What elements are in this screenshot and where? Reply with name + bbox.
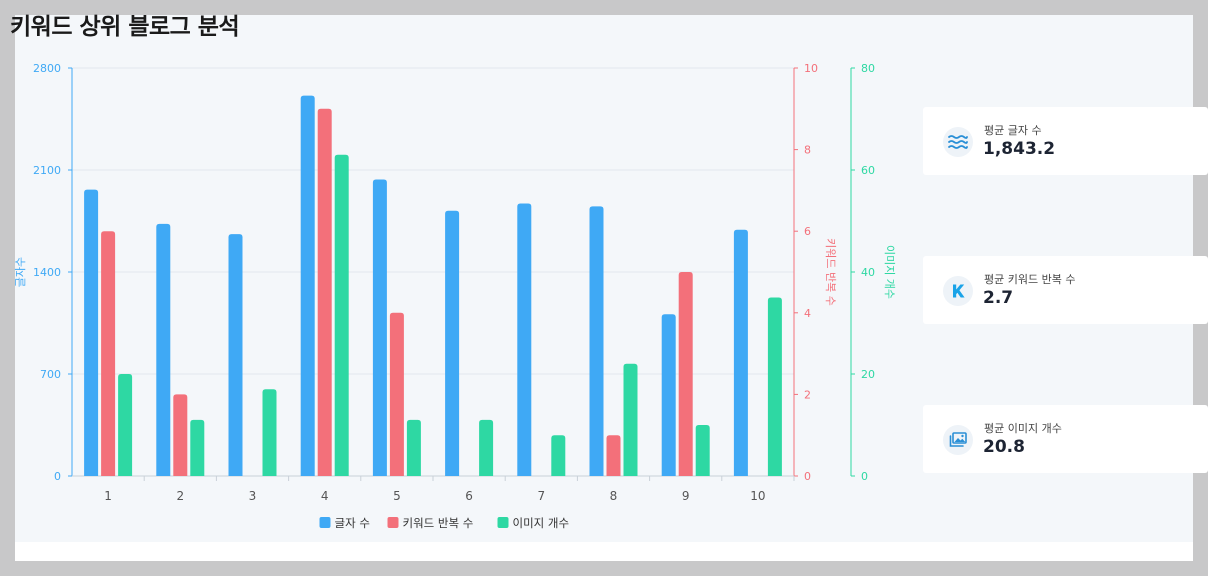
x-axis-tick-label: 8 bbox=[610, 489, 618, 503]
x-axis-tick-label: 1 bbox=[104, 489, 112, 503]
x-axis-tick-label: 9 bbox=[682, 489, 690, 503]
x-axis-tick-label: 6 bbox=[465, 489, 473, 503]
stat-card-avg-keyword: 평균 키워드 반복 수 2.7 bbox=[923, 256, 1208, 324]
bar-1-1 bbox=[84, 189, 99, 476]
y-axis-right1-tick-label: 10 bbox=[804, 62, 818, 75]
bar-3-1 bbox=[118, 374, 133, 476]
bar-2-1 bbox=[101, 231, 116, 476]
legend-swatch bbox=[497, 517, 509, 528]
bar-3-9 bbox=[695, 425, 710, 476]
bar-3-4 bbox=[334, 154, 349, 476]
legend-label: 이미지 개수 bbox=[513, 516, 570, 530]
y-axis-left-tick-label: 1400 bbox=[33, 266, 61, 279]
bar-1-2 bbox=[156, 223, 171, 476]
bar-1-8 bbox=[589, 206, 604, 476]
y-axis-left-tick-label: 0 bbox=[54, 470, 61, 483]
legend-label: 글자 수 bbox=[335, 516, 370, 530]
bar-2-4 bbox=[317, 108, 332, 477]
stat-value: 2.7 bbox=[983, 288, 1014, 308]
y-axis-right2-tick-label: 40 bbox=[861, 266, 875, 279]
y-axis-right1-tick-label: 2 bbox=[804, 388, 811, 401]
bar-1-6 bbox=[445, 210, 460, 477]
bar-3-5 bbox=[406, 419, 421, 476]
y-axis-left-tick-label: 2100 bbox=[33, 164, 61, 177]
bar-3-3 bbox=[262, 389, 277, 476]
y-axis-right2-tick-label: 80 bbox=[861, 62, 875, 75]
x-axis-tick-label: 5 bbox=[393, 489, 401, 503]
bar-2-2 bbox=[173, 394, 188, 476]
legend-swatch bbox=[319, 517, 331, 528]
stat-value: 1,843.2 bbox=[983, 139, 1056, 159]
y-axis-right2-tick-label: 20 bbox=[861, 368, 875, 381]
y-axis-right2-title: 이미지 개수 bbox=[883, 245, 896, 299]
y-axis-right1-tick-label: 4 bbox=[804, 307, 811, 320]
stat-card-avg-chars: 평균 글자 수 1,843.2 bbox=[923, 107, 1208, 175]
y-axis-right1-tick-label: 8 bbox=[804, 144, 811, 157]
y-axis-right2-tick-label: 0 bbox=[861, 470, 868, 483]
stat-label: 평균 키워드 반복 수 bbox=[984, 273, 1076, 286]
waves-icon bbox=[943, 127, 973, 157]
bar-2-5 bbox=[389, 312, 404, 476]
stat-card-avg-images: 평균 이미지 개수 20.8 bbox=[923, 405, 1208, 473]
stat-label: 평균 글자 수 bbox=[984, 124, 1042, 137]
bar-3-8 bbox=[623, 363, 638, 476]
y-axis-right1-tick-label: 6 bbox=[804, 225, 811, 238]
k-letter-icon bbox=[943, 276, 973, 306]
y-axis-left-tick-label: 700 bbox=[40, 368, 61, 381]
bar-1-3 bbox=[228, 234, 243, 476]
bar-1-4 bbox=[300, 95, 315, 476]
stat-value: 20.8 bbox=[983, 437, 1025, 457]
bar-1-5 bbox=[372, 179, 387, 476]
y-axis-left-tick-label: 2800 bbox=[33, 62, 61, 75]
bar-3-10 bbox=[767, 297, 782, 476]
y-axis-left-title: 글자수 bbox=[14, 257, 27, 287]
x-axis-tick-label: 10 bbox=[750, 489, 765, 503]
bar-2-9 bbox=[678, 272, 693, 476]
bar-3-6 bbox=[479, 419, 494, 476]
bar-3-2 bbox=[190, 419, 205, 476]
bar-1-9 bbox=[661, 314, 676, 476]
image-gallery-icon bbox=[943, 425, 973, 455]
y-axis-right2-tick-label: 60 bbox=[861, 164, 875, 177]
legend-swatch bbox=[387, 517, 399, 528]
page-title: 키워드 상위 블로그 분석 bbox=[10, 14, 240, 40]
y-axis-right1-title: 키워드 반복 수 bbox=[824, 238, 837, 306]
bar-1-10 bbox=[733, 229, 748, 476]
x-axis-tick-label: 3 bbox=[249, 489, 257, 503]
x-axis-tick-label: 2 bbox=[176, 489, 184, 503]
bar-3-7 bbox=[551, 435, 566, 476]
x-axis-tick-label: 4 bbox=[321, 489, 329, 503]
y-axis-right1-tick-label: 0 bbox=[804, 470, 811, 483]
bar-2-8 bbox=[606, 435, 621, 476]
legend-label: 키워드 반복 수 bbox=[403, 516, 474, 530]
stat-label: 평균 이미지 개수 bbox=[984, 422, 1062, 435]
bar-1-7 bbox=[517, 203, 532, 476]
x-axis-tick-label: 7 bbox=[537, 489, 545, 503]
